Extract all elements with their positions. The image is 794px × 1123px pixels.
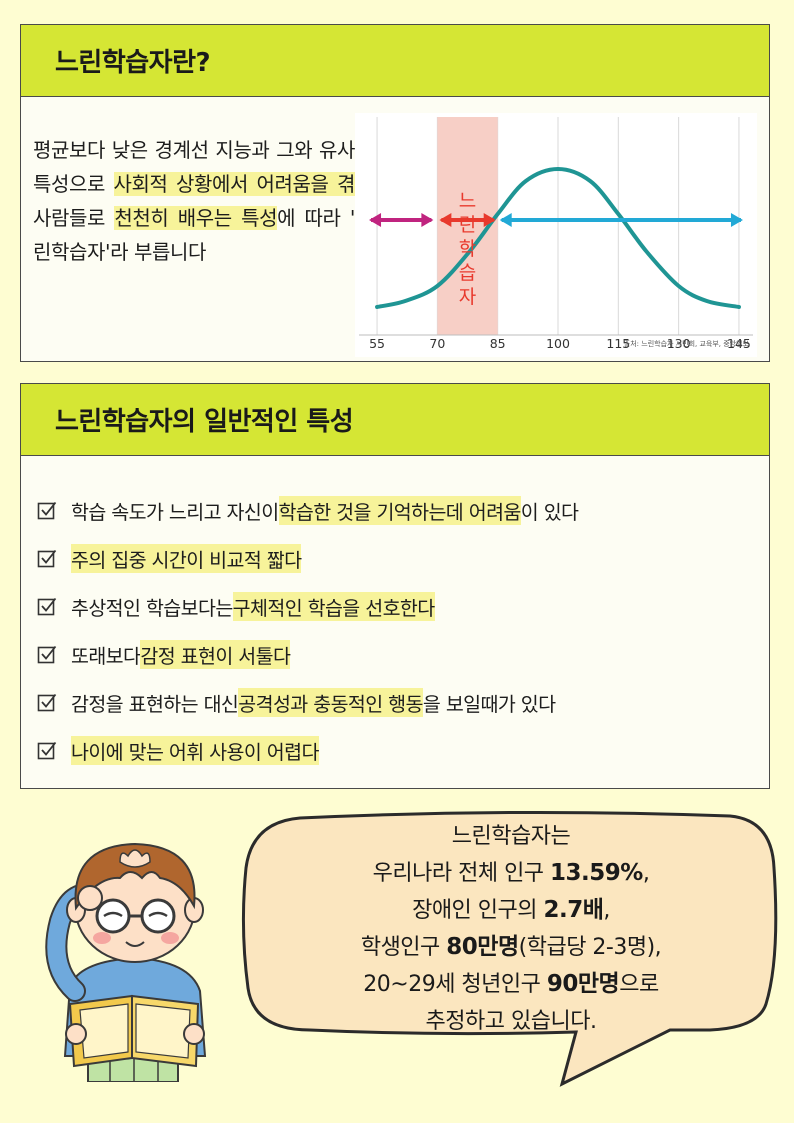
chart-arrow-below-average-head-right: [421, 213, 434, 227]
bubble-line-5: 20~29세 청년인구 90만명으로: [240, 966, 782, 1003]
chart-band-label-char: 학: [459, 238, 476, 260]
bubble-text: 느린학습자는 우리나라 전체 인구 13.59%, 장애인 인구의 2.7배, …: [240, 818, 782, 1040]
chart-tick-label: 55: [369, 336, 385, 351]
chart-tick-label: 100: [546, 336, 570, 351]
traits-title: 느린학습자의 일반적인 특성: [55, 407, 354, 437]
chart-band-label-char: 느: [459, 190, 476, 212]
bubble-line-3-end: ,: [603, 898, 610, 923]
chart-arrow-slow-learner-head-right: [483, 213, 496, 227]
chart-source: 출처: 느린학습자 시민회, 교육부, 중앙일보: [623, 340, 749, 348]
intro-highlight-2: 천천히 배우는 특성: [114, 206, 278, 230]
bubble-line-1: 느린학습자는: [451, 824, 571, 849]
trait-highlight: 감정 표현이 서툴다: [140, 639, 291, 669]
chart-tick-label: 145: [727, 336, 751, 351]
chart-tick-label: 115: [606, 336, 630, 351]
bubble-stat-youth: 90만명: [546, 971, 620, 997]
trait-item: 나이에 맞는 어휘 사용이 어렵다: [37, 726, 757, 774]
chart-svg: 느린학습자 55 70 85 100 115 130 145: [359, 117, 753, 351]
chart-band-label-char: 린: [459, 214, 476, 236]
bubble-line-2-end: ,: [642, 861, 650, 886]
chart-arrow-average-head-left: [499, 213, 512, 227]
bubble-line-4-text: 학생인구: [360, 935, 447, 960]
bubble-line-4-end: (학급당 2-3명),: [518, 935, 662, 960]
chart-tick-label: 70: [429, 336, 445, 351]
bubble-line-2: 우리나라 전체 인구 13.59%,: [240, 855, 782, 892]
trait-text: 학습 속도가 느리고 자신이: [71, 500, 279, 524]
chart-tick-label: 85: [490, 336, 506, 351]
trait-item: 주의 집중 시간이 비교적 짧다: [37, 534, 757, 582]
checkbox-checked-icon: [37, 645, 57, 664]
speech-bubble-shape: [241, 810, 778, 1087]
trait-highlight: 학습한 것을 기억하는데 어려움: [278, 495, 521, 525]
trait-item: 추상적인 학습보다는 구체적인 학습을 선호한다: [37, 582, 757, 630]
chart-band-label-char: 습: [459, 262, 476, 284]
checkbox-checked-icon: [37, 693, 57, 712]
intro-text-part-1: 평균보다 낮은 경계선 지능과 그와 유사한 특성으로: [33, 138, 373, 196]
bubble-line-4: 학생인구 80만명(학급당 2-3명),: [240, 929, 782, 966]
checkbox-checked-icon: [37, 741, 57, 760]
checkbox-checked-icon: [37, 597, 57, 616]
intro-text-part-2: 사람들로: [33, 206, 115, 230]
traits-card-header: 느린학습자의 일반적인 특성: [21, 384, 769, 456]
bubble-line-2-text: 우리나라 전체 인구: [372, 861, 551, 886]
intro-text: 평균보다 낮은 경계선 지능과 그와 유사한 특성으로 사회적 상황에서 어려움…: [33, 133, 373, 269]
checkbox-checked-icon: [37, 549, 57, 568]
bubble-stat-percent: 13.59%: [550, 860, 643, 886]
trait-highlight: 공격성과 충동적인 행동: [238, 687, 423, 717]
student-reading-illustration: [45, 842, 207, 1082]
iq-distribution-chart: 느 린 학 습 자 55 70 85 100 115 130 145 출처: 느린학습자 시민회, 교…: [355, 113, 757, 357]
bubble-stat-ratio: 2.7배: [543, 897, 604, 923]
trait-item: 또래보다 감정 표현이 서툴다: [37, 630, 757, 678]
trait-highlight: 나이에 맞는 어휘 사용이 어렵다: [71, 735, 319, 765]
bubble-line-6: 추정하고 있습니다.: [425, 1009, 597, 1034]
bubble-line-5-end: 으로: [619, 972, 659, 997]
trait-highlight: 주의 집중 시간이 비교적 짧다: [71, 543, 302, 573]
bubble-line-3: 장애인 인구의 2.7배,: [240, 892, 782, 929]
trait-text: 또래보다: [71, 644, 141, 668]
trait-text-end: 을 보일때가 있다: [422, 692, 556, 716]
trait-text: 추상적인 학습보다는: [71, 596, 233, 620]
bubble-stat-students: 80만명: [446, 934, 519, 960]
checkbox-checked-icon: [37, 501, 57, 520]
trait-highlight: 구체적인 학습을 선호한다: [232, 591, 435, 621]
intro-title: 느린학습자란?: [55, 48, 211, 78]
speech-bubble: 느린학습자는 우리나라 전체 인구 13.59%, 장애인 인구의 2.7배, …: [240, 808, 782, 1092]
chart-arrow-slow-learner-head-left: [439, 213, 452, 227]
intro-highlight-1: 사회적 상황에서 어려움을 겪는: [113, 172, 373, 196]
trait-text-end: 이 있다: [520, 500, 579, 524]
bubble-line-5-text: 20~29세 청년인구: [363, 972, 547, 997]
intro-card-header: 느린학습자란?: [21, 25, 769, 97]
intro-card: 느린학습자란? 평균보다 낮은 경계선 지능과 그와 유사한 특성으로 사회적 …: [20, 24, 770, 362]
bubble-line-3-text: 장애인 인구의: [412, 898, 544, 923]
traits-card: 느린학습자의 일반적인 특성 학습 속도가 느리고 자신이 학습한 것을 기억하…: [20, 383, 770, 789]
trait-text: 감정을 표현하는 대신: [71, 692, 239, 716]
chart-arrow-below-average-head-left: [369, 213, 382, 227]
trait-item: 학습 속도가 느리고 자신이 학습한 것을 기억하는데 어려움 이 있다: [37, 486, 757, 534]
chart-band-label-char: 자: [459, 286, 476, 308]
traits-list: 학습 속도가 느리고 자신이 학습한 것을 기억하는데 어려움 이 있다 주의 집…: [37, 486, 757, 774]
chart-series-line: [375, 166, 741, 309]
chart-tick-label: 130: [667, 336, 691, 351]
chart-arrow-average-head-right: [730, 213, 743, 227]
trait-item: 감정을 표현하는 대신 공격성과 충동적인 행동 을 보일때가 있다: [37, 678, 757, 726]
